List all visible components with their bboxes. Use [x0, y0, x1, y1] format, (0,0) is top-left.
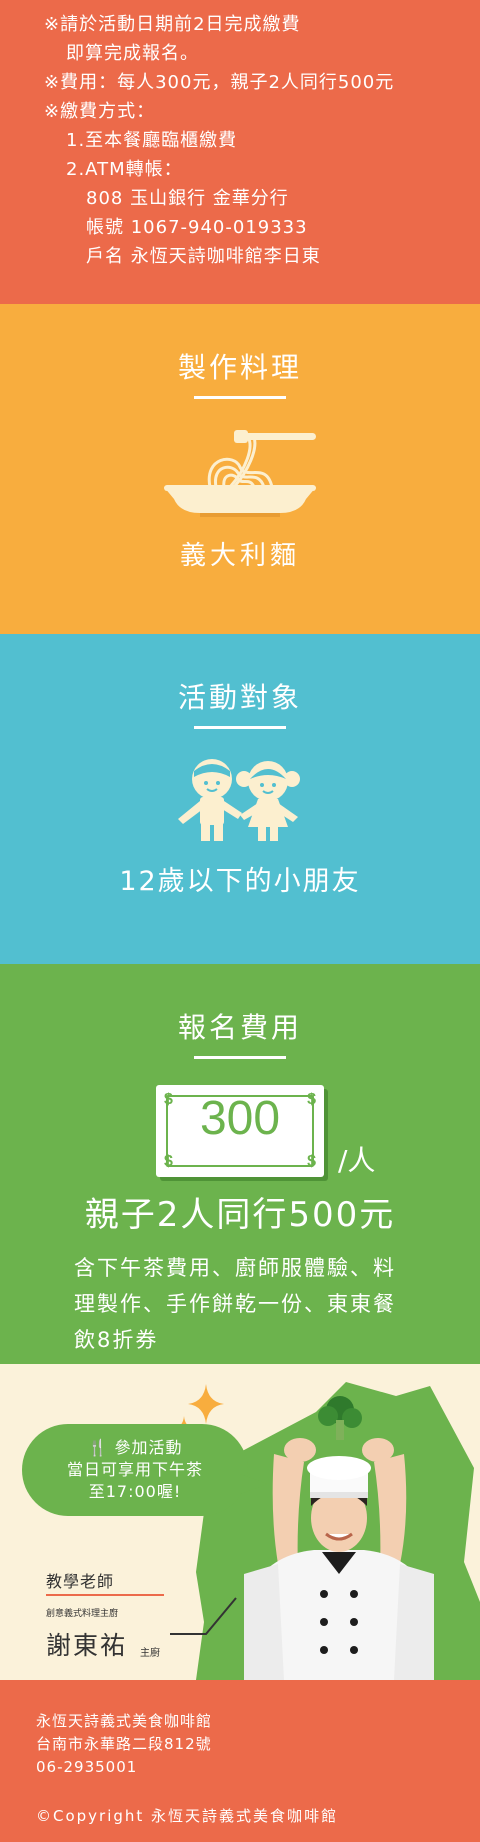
- bank-info: 808 玉山銀行 金華分行: [86, 188, 289, 209]
- fee-section: 報名費用 $ $ $ $ 300 /人 親子2人同行500元 含下午茶費用、廚師…: [0, 964, 480, 1364]
- age-label: 12歲以下的小朋友: [119, 866, 361, 897]
- dish-label: 義大利麵: [179, 541, 300, 571]
- copyright: ©Copyright 永恆天詩義式美食咖啡館: [36, 1807, 339, 1825]
- teacher-name: 謝東祐: [46, 1631, 128, 1660]
- per-person-label: /人: [338, 1144, 376, 1177]
- sparkle-icon: [188, 1384, 224, 1424]
- cook-section: 製作料理 義大利麵: [0, 304, 480, 634]
- role-underline: [46, 1594, 164, 1596]
- restaurant-name: 永恆天詩義式美食咖啡館: [36, 1712, 213, 1730]
- note-line: 即算完成報名。: [66, 43, 199, 64]
- note-line: ※費用：每人300元，親子2人同行500元: [44, 72, 395, 93]
- bubble-tail: [240, 1474, 268, 1494]
- teacher-section: 🍴 參加活動 當日可享用下午茶 至17:00喔! 教學老師 創意義式料理主廚 謝東…: [0, 1364, 480, 1680]
- banknote-icon: $ $ $ $ 300: [156, 1085, 324, 1177]
- teacher-subtitle: 創意義式料理主廚: [46, 1609, 119, 1619]
- bubble-line: 參加活動: [114, 1438, 183, 1457]
- chef-photo: [244, 1396, 434, 1680]
- account-number: 帳號 1067-940-019333: [86, 217, 308, 238]
- section-title: 報名費用: [177, 1011, 302, 1044]
- note-line: 1.至本餐廳臨櫃繳費: [66, 130, 238, 151]
- account-name: 戶名 永恆天詩咖啡館李日東: [86, 246, 321, 267]
- pasta-icon: [0, 427, 480, 521]
- title-underline: [194, 396, 286, 399]
- restaurant-phone: 06-2935001: [36, 1758, 138, 1776]
- payment-notes: ※請於活動日期前2日完成繳費 即算完成報名。 ※費用：每人300元，親子2人同行…: [0, 0, 480, 304]
- bubble-line: 當日可享用下午茶: [66, 1460, 203, 1479]
- fee-description: 含下午茶費用、廚師服體驗、料理製作、手作餅乾一份、東東餐飲8折券: [74, 1256, 396, 1352]
- price-amount: 300: [199, 1092, 281, 1145]
- title-underline: [194, 1056, 286, 1059]
- note-line: ※繳費方式：: [44, 101, 156, 122]
- title-underline: [194, 726, 286, 729]
- note-line: 2.ATM轉帳：: [66, 159, 183, 180]
- pair-price: 親子2人同行500元: [84, 1195, 396, 1235]
- dollar-sign: $: [164, 1153, 173, 1170]
- dollar-sign: $: [307, 1091, 316, 1108]
- teacher-tag: 主廚: [140, 1648, 160, 1659]
- dollar-sign: $: [164, 1091, 173, 1108]
- tea-notice-bubble: 🍴 參加活動 當日可享用下午茶 至17:00喔!: [22, 1424, 268, 1516]
- pointer-line: [170, 1597, 237, 1635]
- footer: 永恆天詩義式美食咖啡館 台南市永華路二段812號 06-2935001 ©Cop…: [0, 1680, 480, 1842]
- restaurant-address: 台南市永華路二段812號: [36, 1735, 212, 1753]
- target-section: 活動對象: [0, 634, 480, 964]
- teacher-role: 教學老師: [46, 1572, 115, 1591]
- note-line: ※請於活動日期前2日完成繳費: [44, 14, 301, 35]
- section-title: 活動對象: [177, 681, 302, 714]
- kids-icon: [0, 757, 480, 847]
- section-title: 製作料理: [177, 351, 302, 384]
- price-display: $ $ $ $ 300 /人: [0, 1085, 480, 1185]
- utensils-icon: 🍴: [87, 1438, 109, 1457]
- bubble-line: 至17:00喔!: [88, 1482, 182, 1501]
- dollar-sign: $: [307, 1153, 316, 1170]
